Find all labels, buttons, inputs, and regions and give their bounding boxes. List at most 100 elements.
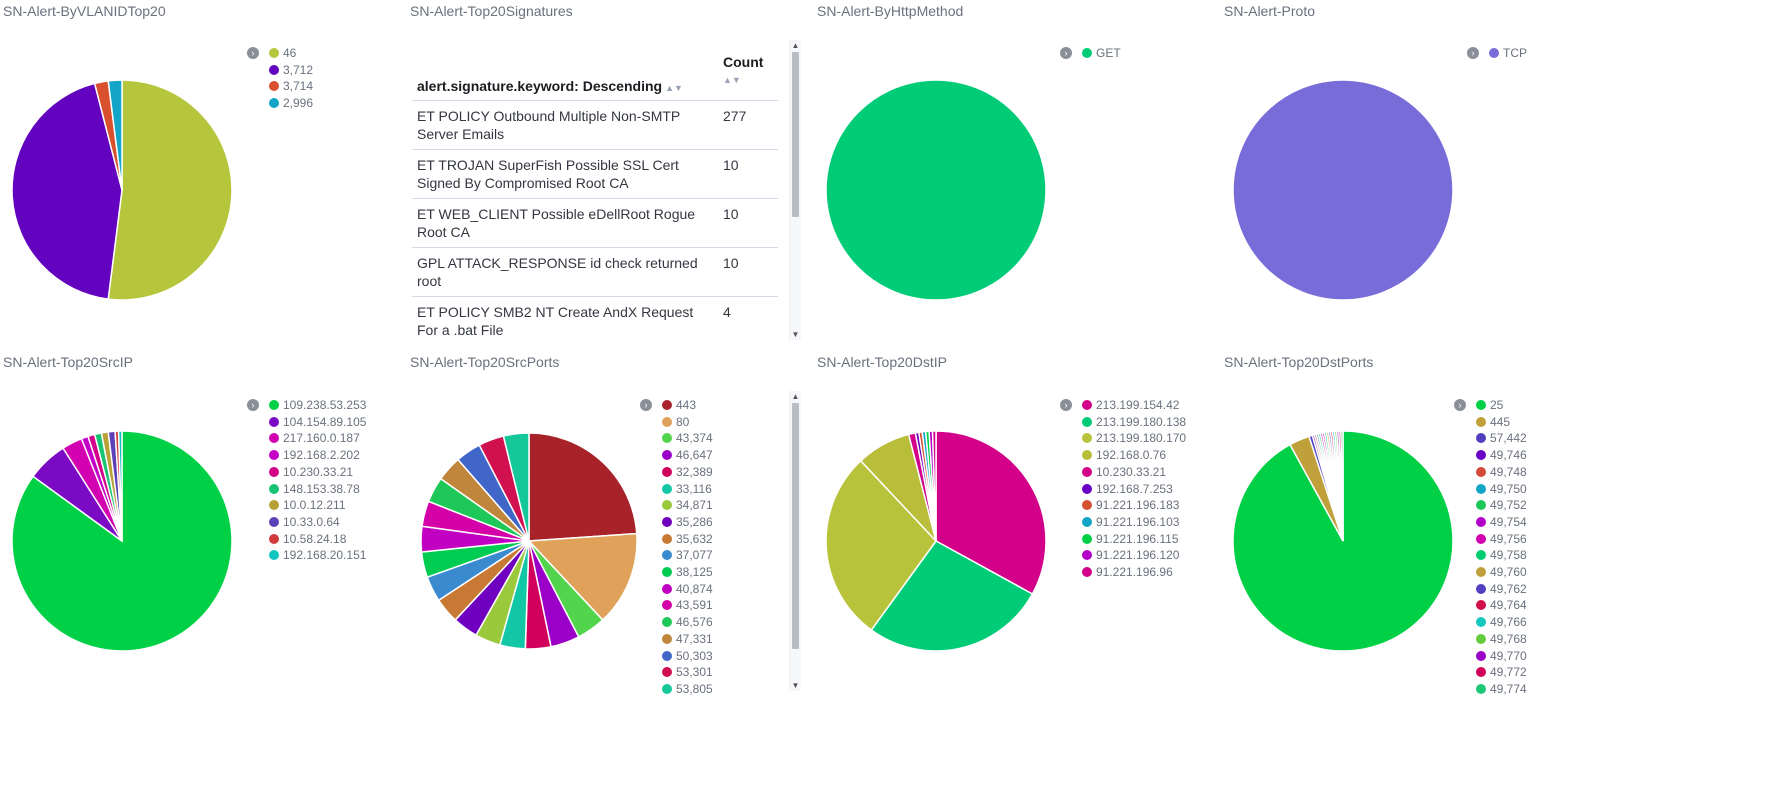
legend-item[interactable]: 25 bbox=[1476, 397, 1503, 413]
legend-item[interactable]: 104.154.89.105 bbox=[269, 414, 366, 430]
signature-cell[interactable]: ET POLICY Outbound Multiple Non-SMTP Ser… bbox=[412, 100, 718, 150]
panel-title[interactable]: SN-Alert-ByHttpMethod bbox=[817, 3, 964, 19]
legend-item[interactable]: 10.0.12.211 bbox=[269, 497, 346, 513]
legend-item[interactable]: 91.221.196.115 bbox=[1082, 531, 1179, 547]
legend-item[interactable]: 57,442 bbox=[1476, 430, 1527, 446]
legend-toggle-icon[interactable]: › bbox=[247, 47, 259, 59]
legend-item[interactable]: 2,996 bbox=[269, 95, 313, 111]
legend-item[interactable]: 33,116 bbox=[662, 481, 712, 497]
legend-item[interactable]: 10.33.0.64 bbox=[269, 514, 340, 530]
panel-title[interactable]: SN-Alert-Top20SrcPorts bbox=[410, 354, 560, 370]
pie-slice-TCP[interactable] bbox=[1232, 79, 1454, 301]
legend-item[interactable]: 192.168.2.202 bbox=[269, 447, 360, 463]
pie-slice-213-199-154-42[interactable] bbox=[935, 430, 1047, 596]
legend-item[interactable]: 49,750 bbox=[1476, 481, 1527, 497]
legend-item[interactable]: 217.160.0.187 bbox=[269, 430, 360, 446]
legend-item[interactable]: 91.221.196.183 bbox=[1082, 497, 1179, 513]
legend-toggle-icon[interactable]: › bbox=[247, 399, 259, 411]
legend-item[interactable]: 37,077 bbox=[662, 547, 713, 563]
scroll-down-arrow-icon[interactable]: ▼ bbox=[791, 681, 800, 690]
scrollbar[interactable]: ▲ ▼ bbox=[789, 391, 801, 691]
scroll-up-arrow-icon[interactable]: ▲ bbox=[791, 392, 800, 401]
legend-item[interactable]: 40,874 bbox=[662, 581, 713, 597]
scrollbar-thumb[interactable] bbox=[792, 52, 799, 217]
scrollbar-thumb[interactable] bbox=[792, 403, 799, 649]
legend-item[interactable]: 445 bbox=[1476, 414, 1510, 430]
legend-item[interactable]: 43,374 bbox=[662, 430, 713, 446]
pie-chart[interactable] bbox=[0, 351, 407, 702]
legend-item[interactable]: 46 bbox=[269, 45, 296, 61]
pie-slice-213-199-180-170[interactable] bbox=[825, 459, 937, 632]
legend-toggle-icon[interactable]: › bbox=[1467, 47, 1479, 59]
table-row[interactable]: ET POLICY Outbound Multiple Non-SMTP Ser… bbox=[412, 100, 778, 150]
legend-item[interactable]: 43,591 bbox=[662, 597, 713, 613]
legend-item[interactable]: 213.199.180.138 bbox=[1082, 414, 1186, 430]
legend-item[interactable]: 53,301 bbox=[662, 664, 713, 680]
pie-slice-49-774[interactable] bbox=[1340, 430, 1344, 542]
legend-item[interactable]: 80 bbox=[662, 414, 689, 430]
pie-slice-53-805[interactable] bbox=[502, 432, 530, 542]
pie-slice-91-221-196-96[interactable] bbox=[931, 430, 937, 542]
column-header-signature[interactable]: alert.signature.keyword: Descending ▲▼ bbox=[417, 78, 683, 94]
legend-item[interactable]: 49,766 bbox=[1476, 614, 1527, 630]
pie-chart[interactable] bbox=[1221, 351, 1628, 702]
legend-item[interactable]: GET bbox=[1082, 45, 1121, 61]
legend-item[interactable]: 49,770 bbox=[1476, 648, 1527, 664]
signature-cell[interactable]: GPL ATTACK_RESPONSE id check returned ro… bbox=[412, 247, 718, 297]
legend-item[interactable]: 109.238.53.253 bbox=[269, 397, 366, 413]
panel-title[interactable]: SN-Alert-Top20DstIP bbox=[817, 354, 947, 370]
legend-item[interactable]: 49,772 bbox=[1476, 664, 1527, 680]
legend-item[interactable]: 10.230.33.21 bbox=[1082, 464, 1166, 480]
pie-slice-80[interactable] bbox=[527, 532, 638, 621]
panel-title[interactable]: SN-Alert-Top20SrcIP bbox=[3, 354, 133, 370]
legend-item[interactable]: 46,647 bbox=[662, 447, 713, 463]
legend-toggle-icon[interactable]: › bbox=[1060, 47, 1072, 59]
legend-item[interactable]: 192.168.0.76 bbox=[1082, 447, 1166, 463]
legend-toggle-icon[interactable]: › bbox=[640, 399, 652, 411]
legend-item[interactable]: 213.199.154.42 bbox=[1082, 397, 1179, 413]
table-row[interactable]: ET WEB_CLIENT Possible eDellRoot Rogue R… bbox=[412, 198, 778, 248]
legend-item[interactable]: 49,760 bbox=[1476, 564, 1527, 580]
legend-item[interactable]: 148.153.38.78 bbox=[269, 481, 360, 497]
pie-chart[interactable] bbox=[0, 0, 407, 351]
column-header-count[interactable]: Count ▲▼ bbox=[723, 54, 764, 85]
legend-item[interactable]: 38,125 bbox=[662, 564, 713, 580]
legend-item[interactable]: 49,754 bbox=[1476, 514, 1527, 530]
scrollbar[interactable]: ▲ ▼ bbox=[789, 40, 801, 340]
signature-cell[interactable]: ET POLICY SMB2 NT Create AndX Request Fo… bbox=[412, 296, 718, 340]
legend-item[interactable]: 49,752 bbox=[1476, 497, 1527, 513]
pie-slice-46[interactable] bbox=[107, 79, 233, 301]
legend-item[interactable]: 49,758 bbox=[1476, 547, 1527, 563]
legend-item[interactable]: 443 bbox=[662, 397, 696, 413]
legend-toggle-icon[interactable]: › bbox=[1060, 399, 1072, 411]
legend-item[interactable]: 49,746 bbox=[1476, 447, 1527, 463]
legend-item[interactable]: 91.221.196.103 bbox=[1082, 514, 1179, 530]
legend-item[interactable]: 50,303 bbox=[662, 648, 713, 664]
legend-item[interactable]: 53,805 bbox=[662, 681, 713, 697]
legend-item[interactable]: 46,576 bbox=[662, 614, 713, 630]
sort-icon[interactable]: ▲▼ bbox=[723, 75, 741, 85]
legend-item[interactable]: 3,712 bbox=[269, 62, 313, 78]
legend-item[interactable]: 49,768 bbox=[1476, 631, 1527, 647]
pie-slice-GET[interactable] bbox=[825, 79, 1047, 301]
pie-chart[interactable] bbox=[814, 351, 1221, 702]
panel-title[interactable]: SN-Alert-Top20DstPorts bbox=[1224, 354, 1374, 370]
signature-cell[interactable]: ET TROJAN SuperFish Possible SSL Cert Si… bbox=[412, 149, 718, 199]
legend-item[interactable]: 91.221.196.120 bbox=[1082, 547, 1179, 563]
legend-item[interactable]: TCP bbox=[1489, 45, 1527, 61]
pie-slice-192-168-20-151[interactable] bbox=[117, 430, 123, 542]
table-row[interactable]: ET POLICY SMB2 NT Create AndX Request Fo… bbox=[412, 296, 778, 340]
legend-item[interactable]: 35,632 bbox=[662, 531, 713, 547]
signature-cell[interactable]: ET WEB_CLIENT Possible eDellRoot Rogue R… bbox=[412, 198, 718, 248]
panel-title[interactable]: SN-Alert-ByVLANIDTop20 bbox=[3, 3, 166, 19]
legend-item[interactable]: 49,774 bbox=[1476, 681, 1527, 697]
legend-item[interactable]: 49,764 bbox=[1476, 597, 1527, 613]
panel-title[interactable]: SN-Alert-Top20Signatures bbox=[410, 3, 573, 19]
pie-chart[interactable] bbox=[1221, 0, 1628, 351]
pie-slice-3-712[interactable] bbox=[11, 82, 123, 300]
legend-item[interactable]: 34,871 bbox=[662, 497, 713, 513]
legend-item[interactable]: 10.58.24.18 bbox=[269, 531, 346, 547]
pie-slice-443[interactable] bbox=[528, 432, 638, 542]
table-row[interactable]: ET TROJAN SuperFish Possible SSL Cert Si… bbox=[412, 149, 778, 199]
legend-item[interactable]: 32,389 bbox=[662, 464, 713, 480]
